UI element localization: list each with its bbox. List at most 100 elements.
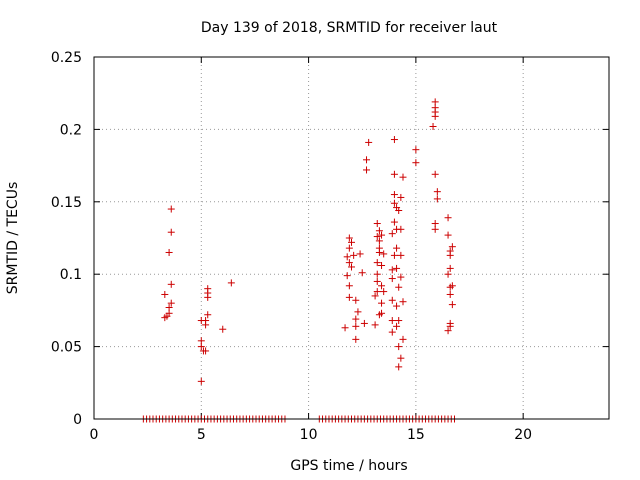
data-point (448, 243, 456, 251)
y-tick-label: 0.15 (51, 195, 82, 211)
data-point (352, 315, 360, 323)
grid (94, 57, 609, 419)
data-point (397, 354, 405, 362)
data-point (444, 270, 452, 278)
data-point (167, 280, 175, 288)
y-tick-label: 0 (73, 412, 82, 428)
y-tick-label: 0.25 (51, 50, 82, 66)
data-point (167, 299, 175, 307)
data-point (446, 264, 454, 272)
x-tick-label: 5 (197, 427, 206, 443)
data-point (341, 324, 349, 332)
data-point (356, 250, 364, 258)
data-point (348, 263, 355, 271)
y-axis-label: SRMTID / TECUs (5, 182, 21, 295)
data-point (373, 277, 381, 285)
data-point (378, 231, 386, 239)
data-point (399, 335, 407, 343)
data-point (165, 304, 173, 312)
data-point (378, 262, 386, 270)
data-point (202, 347, 210, 355)
data-point (350, 251, 358, 259)
data-point (345, 293, 353, 301)
y-tick-label: 0.1 (60, 267, 82, 283)
data-point (431, 98, 439, 106)
x-tick-label: 20 (514, 427, 532, 443)
data-point (399, 173, 407, 181)
data-point (431, 225, 439, 233)
data-point (343, 272, 351, 280)
data-point (390, 199, 398, 207)
data-point (390, 191, 398, 199)
data-point (397, 273, 405, 281)
data-point (446, 290, 454, 298)
data-point (161, 290, 169, 298)
data-point (345, 282, 353, 290)
y-tick-label: 0.05 (51, 340, 82, 356)
data-point (431, 108, 439, 116)
data-point (197, 343, 205, 351)
data-point (393, 264, 401, 272)
data-point (390, 251, 398, 259)
data-point (444, 214, 452, 222)
data-point (167, 228, 175, 236)
data-point (358, 269, 366, 277)
data-point (380, 250, 388, 258)
axis-ticks: 0 5 10 15 20 0 0.05 0.1 0.15 0.2 0.25 (51, 50, 609, 443)
data-point (360, 319, 368, 327)
data-point (448, 301, 456, 309)
data-point (397, 225, 405, 233)
x-tick-label: 0 (90, 427, 99, 443)
data-point (446, 319, 454, 327)
data-point (446, 251, 454, 259)
x-tick-label: 10 (300, 427, 318, 443)
chart-title: Day 139 of 2018, SRMTID for receiver lau… (201, 20, 498, 36)
data-point (343, 253, 351, 261)
data-point (388, 230, 396, 238)
data-point (431, 170, 439, 178)
data-point (388, 317, 396, 325)
data-point (395, 206, 403, 214)
data-point (204, 285, 212, 293)
x-axis-label: GPS time / hours (290, 458, 407, 474)
data-point (371, 321, 379, 329)
data-point (433, 195, 441, 203)
data-point (378, 282, 386, 290)
data-point (429, 123, 437, 131)
data-point (197, 377, 205, 385)
data-point (390, 218, 398, 226)
data-point (167, 205, 175, 213)
data-point (345, 259, 353, 267)
data-point (397, 251, 405, 259)
data-point (395, 343, 403, 351)
data-point (354, 308, 362, 316)
data-point (363, 156, 371, 164)
data-point (373, 259, 381, 267)
data-point (373, 233, 381, 241)
data-point (380, 288, 388, 296)
data-point (348, 238, 355, 246)
data-point (388, 266, 396, 274)
data-point (352, 335, 360, 343)
data-point (395, 317, 403, 325)
data-point (393, 302, 401, 310)
data-point (375, 244, 383, 252)
data-point (412, 159, 420, 167)
data-point (390, 170, 398, 178)
data-point (399, 298, 407, 306)
data-point (393, 244, 401, 252)
data-point (375, 237, 383, 245)
data-point (373, 220, 381, 228)
data-point (227, 279, 235, 287)
data-point (448, 282, 456, 290)
data-point (412, 146, 420, 154)
data-point (388, 275, 396, 283)
data-point (219, 325, 227, 333)
data-point (371, 292, 379, 300)
data-point (378, 299, 386, 307)
data-point (345, 234, 353, 242)
data-point (363, 166, 371, 174)
data-point (433, 188, 441, 196)
data-point (373, 270, 381, 278)
